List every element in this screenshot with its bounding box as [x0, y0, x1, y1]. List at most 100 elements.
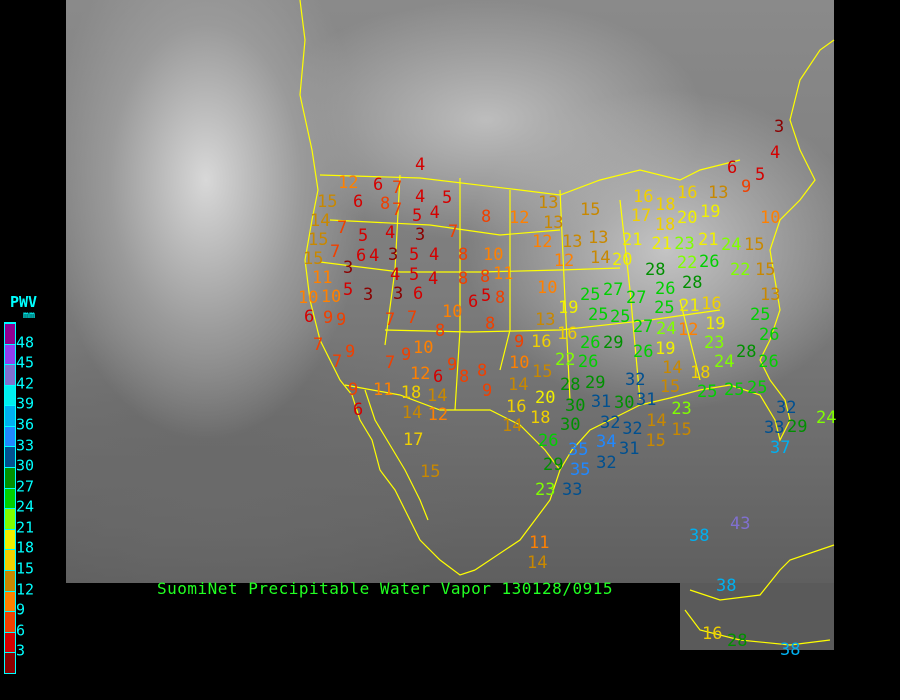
station-pwv-value: 11	[312, 267, 333, 288]
map-caption: SuomiNet Precipitable Water Vapor 130128…	[157, 579, 613, 598]
station-pwv-value: 6	[468, 291, 479, 312]
station-pwv-value: 13	[588, 227, 609, 248]
state-line	[499, 190, 511, 371]
station-pwv-value: 7	[313, 334, 324, 355]
station-pwv-value: 22	[730, 259, 751, 280]
station-pwv-value: 26	[633, 341, 654, 362]
station-pwv-value: 29	[603, 332, 624, 353]
yucatan-coast	[689, 544, 835, 601]
legend-label: 6	[16, 621, 26, 640]
station-pwv-value: 12	[532, 231, 553, 252]
station-pwv-value: 18	[690, 362, 711, 383]
station-pwv-value: 14	[401, 402, 423, 423]
station-pwv-value: 6	[304, 306, 315, 327]
station-pwv-value: 26	[655, 278, 676, 299]
station-pwv-value: 25	[654, 297, 675, 318]
station-pwv-value: 19	[700, 201, 721, 222]
station-pwv-value: 4	[415, 186, 426, 207]
station-pwv-value: 13	[535, 309, 556, 330]
legend-label: 12	[16, 580, 35, 599]
station-pwv-value: 9	[514, 331, 525, 352]
station-pwv-value: 21	[698, 229, 719, 250]
station-pwv-value: 15	[532, 361, 553, 382]
station-pwv-value: 3	[415, 224, 426, 245]
station-pwv-value: 5	[409, 244, 420, 265]
station-pwv-value: 12	[678, 319, 699, 340]
satellite-image-extension	[680, 583, 834, 650]
station-pwv-value: 33	[764, 417, 785, 438]
station-pwv-value: 16	[677, 182, 698, 203]
station-pwv-value: 5	[412, 205, 423, 226]
station-pwv-value: 8	[458, 244, 469, 265]
station-pwv-value: 27	[632, 317, 654, 338]
station-pwv-value: 34	[596, 431, 617, 452]
station-pwv-value: 10	[537, 277, 558, 298]
legend-swatch	[5, 611, 15, 632]
legend-label: 48	[16, 333, 35, 352]
legend-swatch	[5, 570, 15, 591]
legend-label: 45	[16, 353, 35, 372]
west-coastline	[299, 0, 476, 576]
station-pwv-value: 14	[427, 385, 448, 406]
station-pwv-value: 33	[562, 479, 583, 500]
station-pwv-value: 17	[403, 429, 424, 450]
station-pwv-value: 27	[603, 279, 624, 300]
station-pwv-value: 18	[655, 194, 676, 215]
station-pwv-value: 27	[626, 287, 647, 308]
station-pwv-value: 16	[702, 623, 723, 644]
station-pwv-value: 25	[610, 306, 631, 327]
station-pwv-value: 24	[816, 407, 837, 428]
legend-label: 36	[16, 415, 35, 434]
station-pwv-value: 4	[415, 154, 426, 175]
station-pwv-value: 17	[630, 205, 652, 226]
legend-label: 3	[16, 641, 26, 660]
station-pwv-value: 14	[662, 357, 683, 378]
station-pwv-value: 9	[345, 341, 356, 362]
station-pwv-value: 10	[413, 337, 434, 358]
gulf-coastline	[474, 39, 835, 571]
station-pwv-value: 13	[708, 182, 729, 203]
legend-label: 33	[16, 436, 35, 455]
station-pwv-value: 6	[433, 366, 444, 387]
legend-swatch	[5, 343, 15, 365]
station-pwv-value: 8	[459, 366, 470, 387]
station-pwv-value: 3	[343, 257, 354, 278]
state-line	[319, 261, 621, 273]
legend-title: PWV	[10, 293, 38, 311]
station-pwv-value: 13	[538, 192, 559, 213]
station-pwv-value: 18	[654, 214, 676, 235]
station-pwv-value: 7	[332, 351, 343, 372]
station-pwv-value: 19	[558, 297, 579, 318]
station-pwv-value: 22	[676, 253, 698, 274]
station-pwv-value: 8	[495, 287, 506, 308]
color-legend	[4, 322, 16, 674]
border-lines	[299, 0, 835, 646]
state-line	[329, 219, 561, 236]
station-pwv-value: 8	[481, 206, 492, 227]
state-line	[559, 189, 571, 401]
station-pwv-value: 38	[780, 639, 801, 660]
state-line	[679, 299, 701, 381]
legend-swatch	[5, 528, 15, 550]
station-pwv-value: 11	[493, 263, 514, 284]
legend-label: 27	[16, 477, 35, 496]
station-pwv-value: 31	[618, 439, 640, 460]
station-pwv-value: 32	[776, 397, 797, 418]
station-pwv-value: 4	[390, 264, 401, 285]
station-pwv-value: 16	[633, 186, 654, 207]
station-pwv-value: 9	[447, 354, 458, 375]
station-pwv-value: 16	[506, 396, 527, 417]
central-america-coast	[684, 609, 831, 646]
station-pwv-value: 15	[645, 431, 666, 452]
station-pwv-value: 25	[580, 284, 601, 305]
station-pwv-value: 30	[565, 395, 586, 416]
state-line	[619, 199, 641, 401]
station-pwv-value: 26	[759, 324, 780, 345]
station-pwv-value: 21	[651, 233, 672, 254]
station-pwv-value: 9	[401, 344, 412, 365]
legend-swatch	[5, 425, 15, 447]
station-pwv-value: 37	[770, 437, 791, 458]
station-pwv-value: 30	[560, 414, 581, 435]
station-pwv-value: 5	[442, 187, 453, 208]
